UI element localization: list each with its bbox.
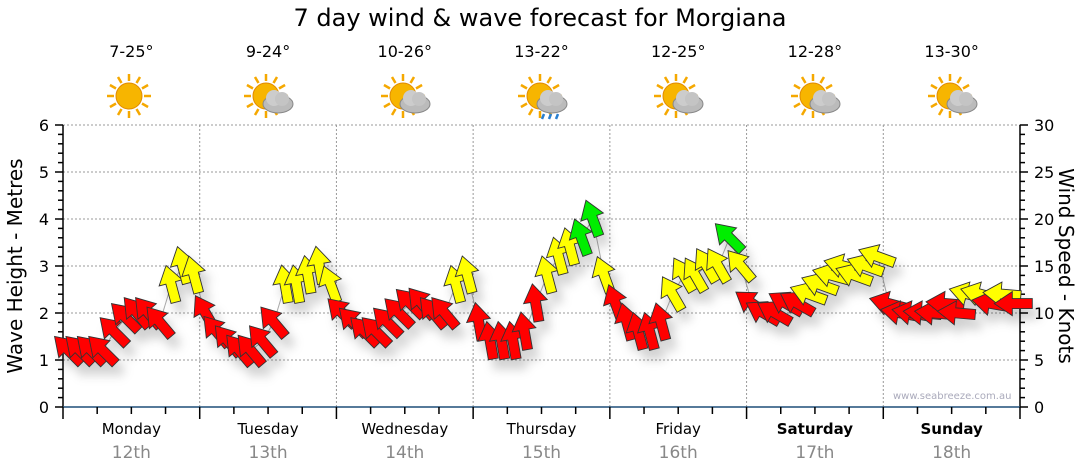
y-axis-right-label: Wind Speed - Knots xyxy=(1054,168,1078,364)
wind-arrow xyxy=(660,276,687,313)
y-tick-label-right: 5 xyxy=(1034,351,1044,370)
wind-arrow xyxy=(248,325,279,359)
wind-arrow xyxy=(993,290,1033,317)
date-label: 17th xyxy=(795,443,835,463)
wind-arrow xyxy=(706,247,733,285)
date-label: 14th xyxy=(385,443,425,463)
wind-arrow xyxy=(88,335,120,368)
partly-cloudy-weather-icon xyxy=(240,72,296,122)
partly-cloudy-weather-icon xyxy=(650,72,706,122)
wind-arrow xyxy=(789,281,829,306)
day-label: Monday xyxy=(101,420,161,438)
y-tick-label-left: 6 xyxy=(39,116,49,135)
y-tick-label-right: 10 xyxy=(1034,304,1054,323)
y-tick-label-left: 0 xyxy=(39,398,49,417)
wind-arrow xyxy=(936,300,977,326)
wind-arrow xyxy=(580,199,605,239)
wind-arrow xyxy=(146,306,176,341)
partly-cloudy-weather-icon xyxy=(787,72,843,122)
y-tick-label-right: 15 xyxy=(1034,257,1054,276)
wind-arrow xyxy=(522,283,549,323)
wind-arrows xyxy=(53,199,1033,369)
wind-arrow xyxy=(384,298,416,330)
wind-arrow xyxy=(757,301,794,327)
wind-arrow xyxy=(511,311,537,351)
wind-arrow xyxy=(181,255,207,295)
wind-arrow xyxy=(158,264,184,305)
date-label: 13th xyxy=(248,443,288,463)
wind-arrow xyxy=(846,253,886,278)
y-tick-label-left: 1 xyxy=(39,351,49,370)
wind-arrow xyxy=(648,302,674,342)
wind-arrow xyxy=(591,255,616,295)
y-tick-label-left: 4 xyxy=(39,210,49,229)
day-label: Wednesday xyxy=(361,420,449,438)
wind-arrow xyxy=(801,272,840,297)
date-label: 18th xyxy=(932,443,972,463)
temperature-range: 7-25° xyxy=(109,42,154,61)
date-label: 12th xyxy=(111,443,151,463)
day-label: Sunday xyxy=(920,420,983,438)
wind-arrow xyxy=(454,255,480,295)
wind-arrow xyxy=(727,250,757,284)
wind-arrow xyxy=(534,255,560,295)
wind-arrow xyxy=(858,244,897,269)
date-label: 16th xyxy=(658,443,698,463)
partly-cloudy-weather-icon xyxy=(377,72,433,122)
day-label: Saturday xyxy=(776,420,854,438)
y-tick-label-right: 20 xyxy=(1034,210,1054,229)
temperature-range: 13-22° xyxy=(514,42,569,61)
temperature-range: 12-28° xyxy=(787,42,843,61)
wind-arrow xyxy=(779,291,817,318)
chart-title: 7 day wind & wave forecast for Morgiana xyxy=(293,4,787,32)
y-tick-label-left: 2 xyxy=(39,304,49,323)
wind-arrow xyxy=(372,307,405,340)
temperature-range: 13-30° xyxy=(924,42,979,61)
sunny-weather-icon xyxy=(103,72,159,122)
wind-arrow xyxy=(714,223,747,255)
wind-arrow xyxy=(260,306,290,341)
wind-arrow xyxy=(361,317,394,349)
wind-arrow xyxy=(318,265,343,305)
y-tick-label-right: 0 xyxy=(1034,398,1044,417)
credit-link[interactable]: www.seabreeze.com.au xyxy=(893,391,1012,402)
date-label: 15th xyxy=(521,443,562,463)
wind-arrow xyxy=(237,334,268,369)
wind-arrow xyxy=(835,262,875,287)
wind-arrow xyxy=(568,218,593,258)
y-axis-left-label: Wave Height - Metres xyxy=(3,158,27,374)
showers-weather-icon xyxy=(514,72,570,122)
y-tick-label-left: 3 xyxy=(39,257,49,276)
wind-arrow xyxy=(431,297,461,331)
day-label: Tuesday xyxy=(237,420,299,438)
temperature-range: 9-24° xyxy=(245,42,291,61)
day-label: Friday xyxy=(655,420,701,438)
temperature-range: 10-26° xyxy=(377,42,433,61)
partly-cloudy-weather-icon xyxy=(924,72,980,122)
day-label: Thursday xyxy=(506,420,577,438)
y-tick-label-left: 5 xyxy=(39,163,49,182)
y-tick-label-right: 25 xyxy=(1034,163,1054,182)
temperature-range: 12-25° xyxy=(650,42,706,61)
wind-arrow xyxy=(99,317,132,349)
y-tick-label-right: 30 xyxy=(1034,116,1054,135)
